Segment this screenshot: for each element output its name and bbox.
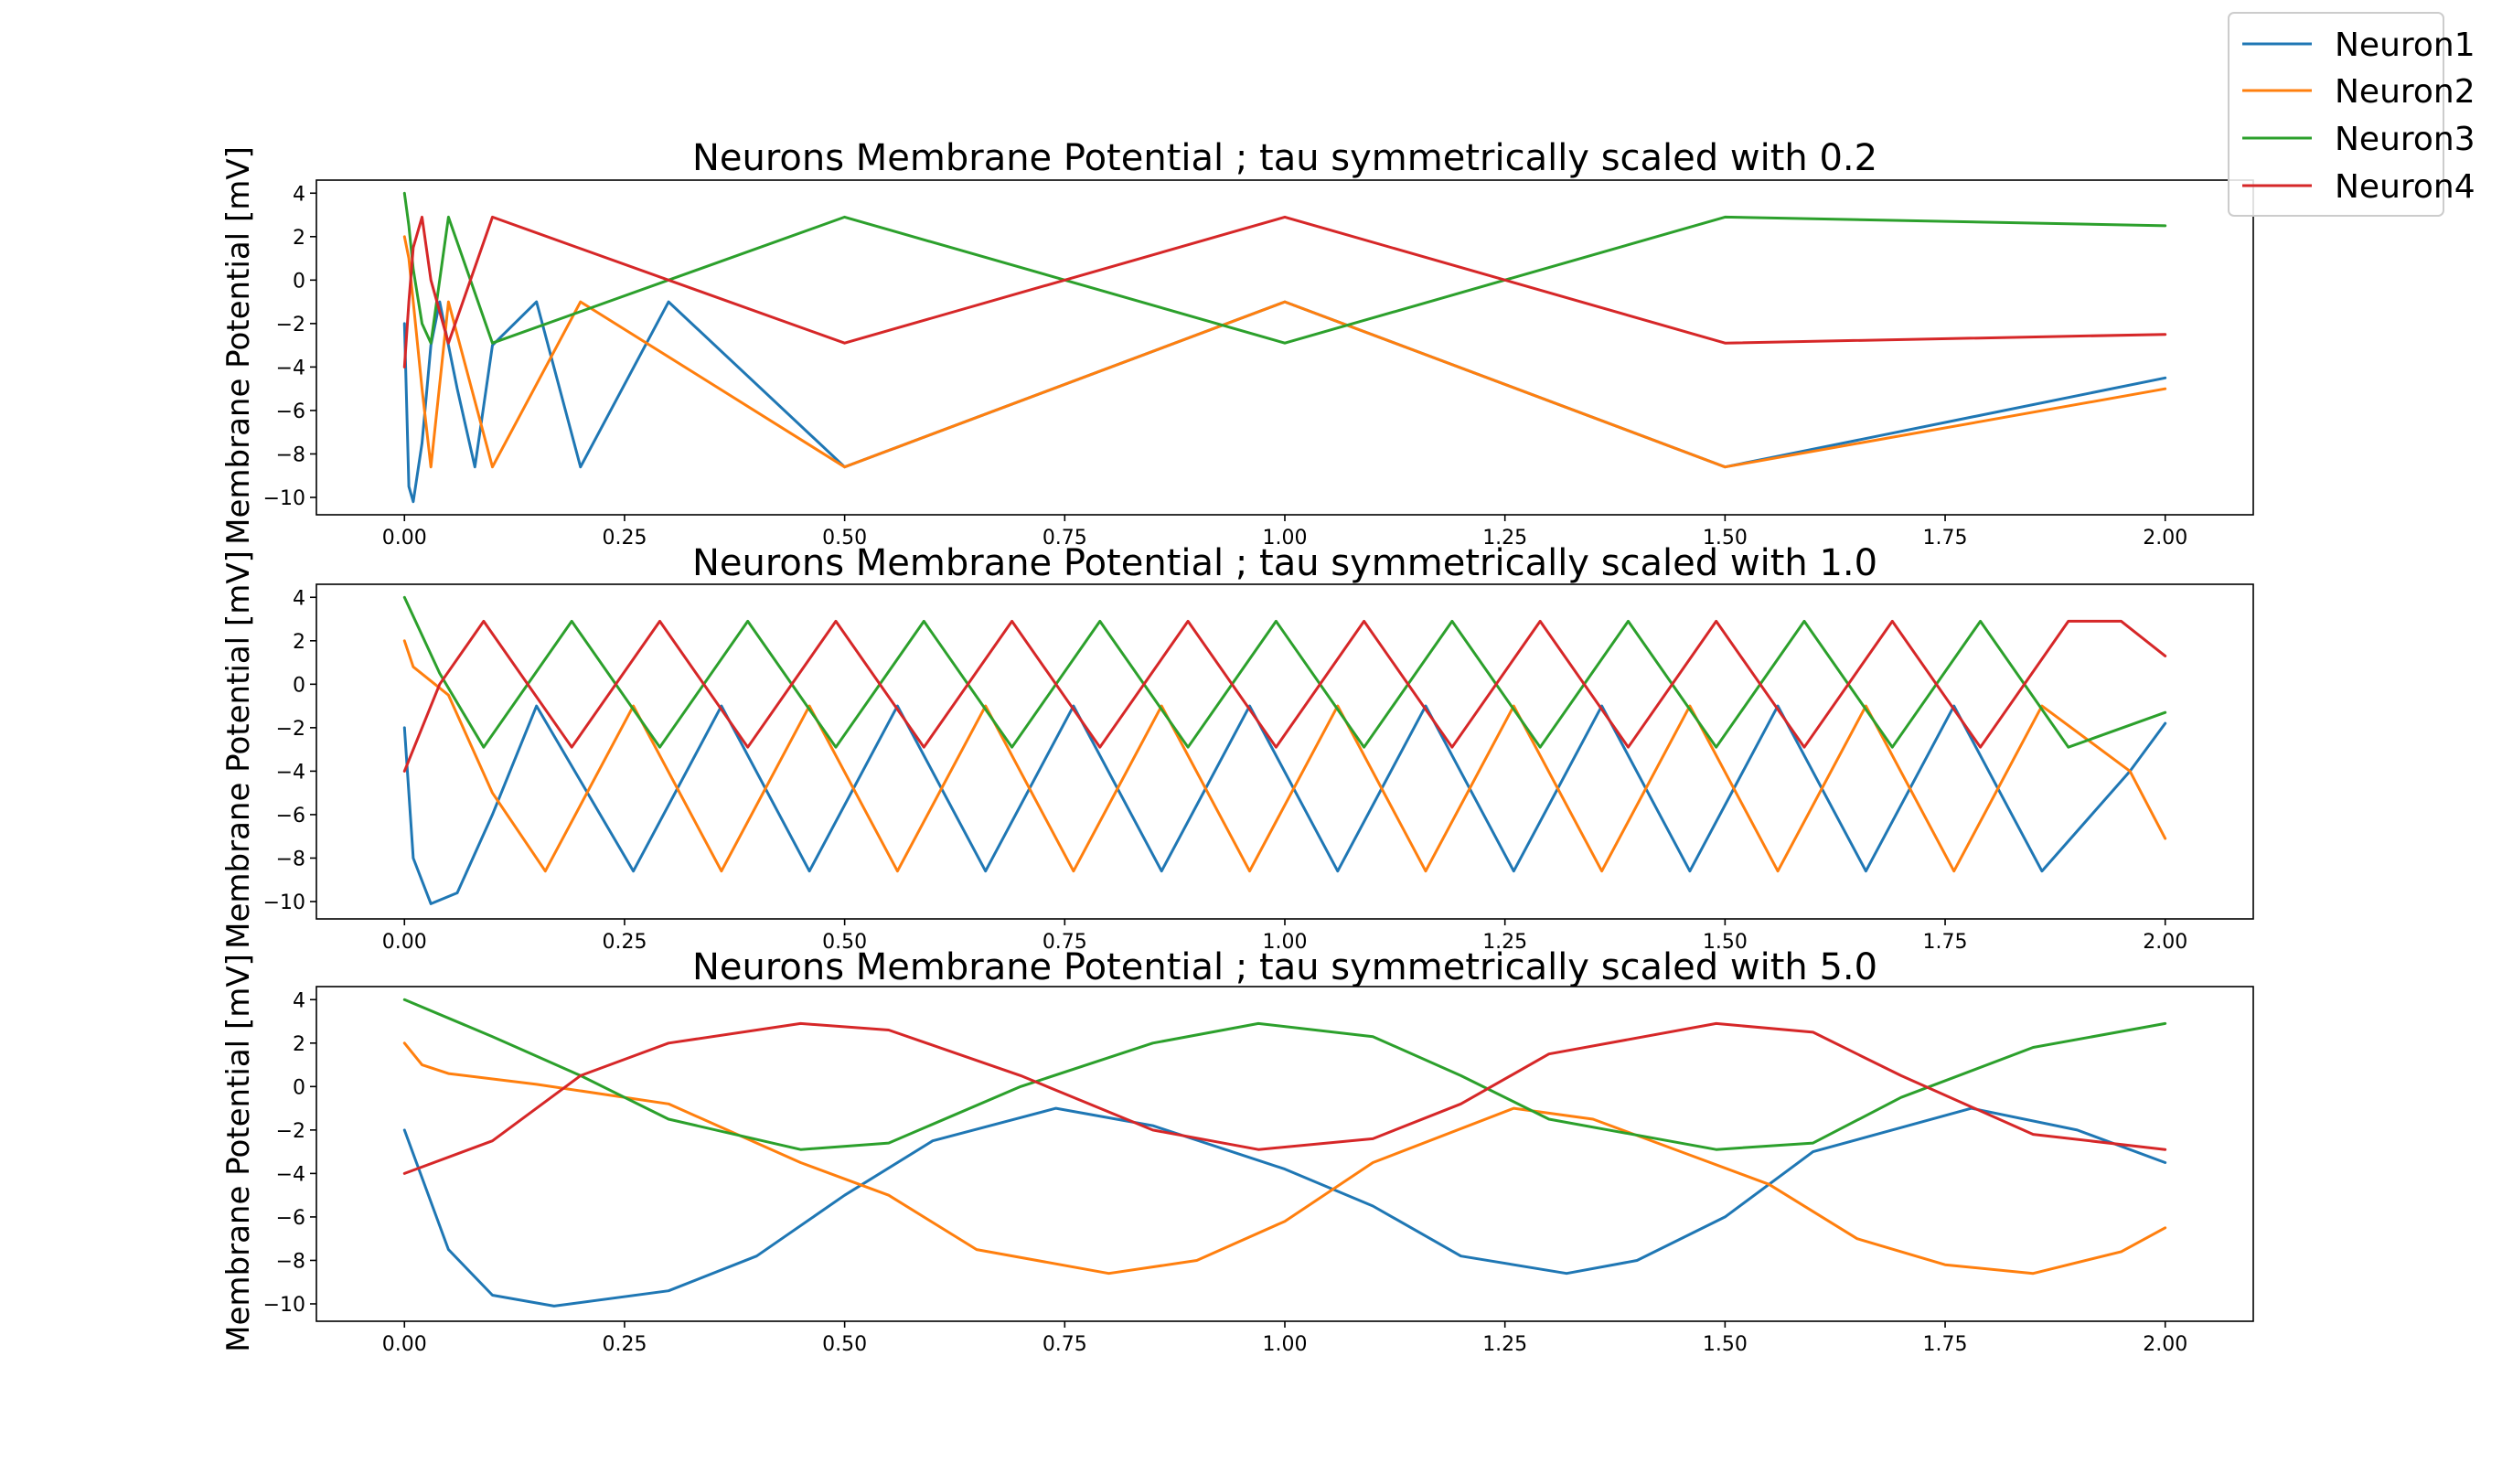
subplot-2-series-neuron1 bbox=[402, 704, 2167, 905]
subplot-3-y-tick-label: 0 bbox=[293, 1076, 305, 1099]
subplot-1-y-tick-label: −2 bbox=[276, 314, 305, 336]
subplot-2-title: Neurons Membrane Potential ; tau symmetr… bbox=[692, 542, 1877, 584]
subplot-3-x-tick-label: 1.00 bbox=[1263, 1333, 1308, 1356]
subplot-3-ylabel: Membrane Potential [mV] bbox=[220, 954, 257, 1352]
subplot-2-y-ticks: 4 2 0 −2 −4 −6 −8 −10 bbox=[263, 587, 316, 914]
subplot-3-x-tick-label: 1.75 bbox=[1923, 1333, 1968, 1356]
subplot-3-y-tick-label: −4 bbox=[276, 1163, 305, 1186]
subplot-2-x-tick-label: 1.00 bbox=[1263, 931, 1308, 954]
subplot-2-y-tick-label: −2 bbox=[276, 718, 305, 741]
subplot-3-y-ticks: 4 2 0 −2 −4 −6 −8 −10 bbox=[263, 989, 316, 1317]
subplot-2-y-tick-label: −4 bbox=[276, 761, 305, 784]
subplot-1-x-tick-label: 0.00 bbox=[382, 527, 427, 550]
subplot-2-x-tick-label: 0.25 bbox=[602, 931, 647, 954]
subplot-3-x-ticks: 0.00 0.25 0.50 0.75 1.00 1.25 1.50 1.75 2.00 bbox=[382, 1321, 2187, 1356]
subplot-2-x-tick-label: 1.50 bbox=[1703, 931, 1748, 954]
subplot-2-series-neuron4 bbox=[402, 619, 2167, 773]
legend-entry-neuron1: Neuron1 bbox=[2242, 27, 2475, 64]
subplot-3-x-tick-label: 1.25 bbox=[1482, 1333, 1527, 1356]
subplot-3-x-tick-label: 0.50 bbox=[822, 1333, 867, 1356]
legend-label-neuron1: Neuron1 bbox=[2335, 27, 2475, 64]
subplot-3-x-tick-label: 0.75 bbox=[1042, 1333, 1087, 1356]
subplot-1-y-tick-label: 0 bbox=[293, 270, 305, 293]
subplot-2-y-tick-label: 2 bbox=[293, 631, 305, 654]
subplot-2-series-neuron2 bbox=[402, 639, 2167, 873]
subplot-2-frame bbox=[315, 583, 2254, 920]
subplot-3-series-neuron1 bbox=[402, 1106, 2167, 1308]
subplot-2-y-tick-label: 4 bbox=[293, 587, 305, 610]
subplot-1: Neurons Membrane Potential ; tau symmetr… bbox=[220, 137, 2254, 550]
subplot-1-y-tick-label: −4 bbox=[276, 357, 305, 379]
subplot-1-series-layer bbox=[402, 191, 2167, 504]
subplot-2-ylabel: Membrane Potential [mV] bbox=[220, 550, 257, 949]
subplot-2-y-tick-label: −10 bbox=[263, 891, 305, 914]
subplot-3-y-tick-label: −10 bbox=[263, 1294, 305, 1317]
subplot-1-y-tick-label: −10 bbox=[263, 487, 305, 510]
subplot-1-x-tick-label: 0.25 bbox=[602, 527, 647, 550]
subplot-3-series-neuron2 bbox=[402, 1041, 2167, 1276]
subplot-2-x-tick-label: 1.25 bbox=[1482, 931, 1527, 954]
legend-entry-neuron3: Neuron3 bbox=[2242, 121, 2475, 158]
legend: Neuron1 Neuron2 Neuron3 Neuron4 bbox=[2228, 12, 2475, 217]
subplot-1-y-ticks: 4 2 0 −2 −4 −6 −8 −10 bbox=[263, 183, 316, 510]
subplot-2-x-tick-label: 2.00 bbox=[2143, 931, 2187, 954]
subplot-1-x-tick-label: 0.50 bbox=[822, 527, 867, 550]
subplot-2-y-tick-label: −6 bbox=[276, 805, 305, 827]
subplot-3-frame bbox=[315, 986, 2254, 1322]
subplot-3-x-tick-label: 0.25 bbox=[602, 1333, 647, 1356]
subplot-1-title: Neurons Membrane Potential ; tau symmetr… bbox=[692, 137, 1877, 179]
legend-label-neuron2: Neuron2 bbox=[2335, 73, 2475, 111]
subplot-1-series-neuron2 bbox=[402, 235, 2167, 469]
subplot-3-x-tick-label: 1.50 bbox=[1703, 1333, 1748, 1356]
subplot-3-y-tick-label: 2 bbox=[293, 1033, 305, 1056]
subplot-3-series-neuron4 bbox=[402, 1021, 2167, 1175]
subplot-2-series-layer bbox=[402, 595, 2167, 905]
legend-label-neuron4: Neuron4 bbox=[2335, 168, 2475, 206]
subplot-1-x-tick-label: 1.75 bbox=[1923, 527, 1968, 550]
subplot-3-x-tick-label: 0.00 bbox=[382, 1333, 427, 1356]
subplot-1-x-tick-label: 1.50 bbox=[1703, 527, 1748, 550]
subplot-1-x-tick-label: 2.00 bbox=[2143, 527, 2187, 550]
legend-label-neuron3: Neuron3 bbox=[2335, 121, 2475, 158]
subplot-1-x-ticks: 0.00 0.25 0.50 0.75 1.00 1.25 1.50 1.75 2.00 bbox=[382, 515, 2187, 550]
subplot-1-x-tick-label: 0.75 bbox=[1042, 527, 1087, 550]
subplot-1-series-neuron4 bbox=[402, 215, 2167, 368]
subplot-1-ylabel: Membrane Potential [mV] bbox=[220, 146, 257, 545]
subplot-1-frame bbox=[315, 179, 2254, 516]
subplot-2-x-tick-label: 0.50 bbox=[822, 931, 867, 954]
subplot-3-y-tick-label: 4 bbox=[293, 989, 305, 1012]
subplot-3-y-tick-label: −8 bbox=[276, 1250, 305, 1273]
legend-box bbox=[2228, 12, 2444, 217]
subplot-2-x-ticks: 0.00 0.25 0.50 0.75 1.00 1.25 1.50 1.75 2.00 bbox=[382, 919, 2187, 954]
subplot-1-y-tick-label: 2 bbox=[293, 227, 305, 250]
legend-entry-neuron2: Neuron2 bbox=[2242, 73, 2475, 111]
subplot-2-x-tick-label: 0.00 bbox=[382, 931, 427, 954]
subplot-3-series-layer bbox=[402, 998, 2167, 1308]
subplot-2-x-tick-label: 1.75 bbox=[1923, 931, 1968, 954]
subplot-3-series-neuron3 bbox=[402, 998, 2167, 1151]
subplot-3-y-tick-label: −6 bbox=[276, 1207, 305, 1230]
legend-entry-neuron4: Neuron4 bbox=[2242, 168, 2475, 206]
subplot-3-x-tick-label: 2.00 bbox=[2143, 1333, 2187, 1356]
subplot-3-y-tick-label: −2 bbox=[276, 1120, 305, 1143]
subplot-1-y-tick-label: −8 bbox=[276, 443, 305, 466]
subplot-2-x-tick-label: 0.75 bbox=[1042, 931, 1087, 954]
subplot-1-x-tick-label: 1.00 bbox=[1263, 527, 1308, 550]
subplot-1-y-tick-label: −6 bbox=[276, 400, 305, 423]
subplot-3: Neurons Membrane Potential ; tau symmetr… bbox=[220, 946, 2254, 1356]
subplot-2: Neurons Membrane Potential ; tau symmetr… bbox=[220, 542, 2254, 954]
subplot-2-y-tick-label: −8 bbox=[276, 848, 305, 870]
subplot-1-x-tick-label: 1.25 bbox=[1482, 527, 1527, 550]
subplot-1-y-tick-label: 4 bbox=[293, 183, 305, 206]
subplot-2-y-tick-label: 0 bbox=[293, 674, 305, 697]
subplot-3-title: Neurons Membrane Potential ; tau symmetr… bbox=[692, 946, 1877, 988]
